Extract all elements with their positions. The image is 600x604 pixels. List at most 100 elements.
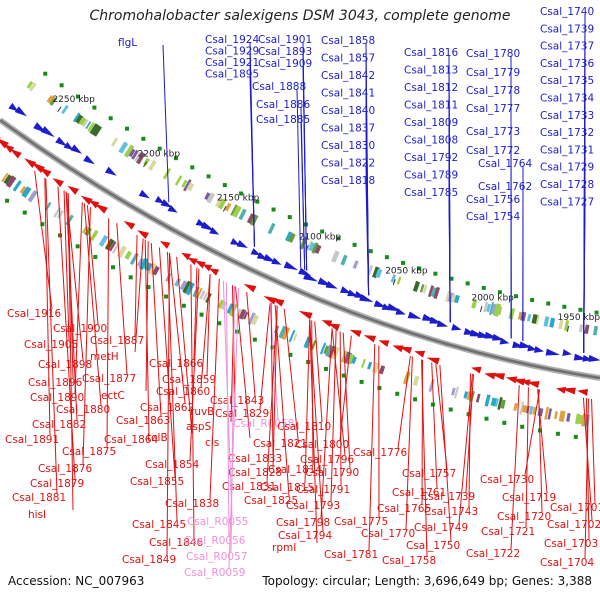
feature-dot bbox=[377, 386, 381, 390]
cog-block-outer bbox=[268, 223, 276, 234]
gene-label-forward: Csal_1756 bbox=[466, 194, 520, 206]
feature-dot bbox=[200, 313, 204, 317]
gene-label-reverse: Csal_1876 bbox=[38, 463, 92, 475]
gene-label-reverse: Csal_1881 bbox=[12, 492, 66, 504]
gene-label-forward: Csal_1779 bbox=[466, 67, 520, 79]
gene-label-forward: Csal_1929 bbox=[205, 46, 259, 58]
label-leader-reverse bbox=[210, 279, 219, 499]
gene-label-reverse: Csal_1896 bbox=[28, 377, 82, 389]
feature-dot bbox=[5, 199, 9, 203]
gene-label-reverse: Csal_1882 bbox=[32, 419, 86, 431]
forward-gene bbox=[70, 144, 82, 153]
gene-label-reverse: cls bbox=[205, 437, 219, 449]
feature-dot bbox=[574, 435, 578, 439]
gene-label-reverse: Csal_R0059 bbox=[184, 567, 245, 579]
label-leader-forward bbox=[163, 45, 169, 202]
feature-dot bbox=[223, 183, 227, 187]
feature-dot bbox=[562, 305, 566, 309]
gene-label-forward: Csal_1754 bbox=[466, 211, 520, 223]
gene-label-forward: Csal_1778 bbox=[466, 85, 520, 97]
forward-gene bbox=[534, 346, 544, 353]
reverse-gene bbox=[427, 358, 440, 365]
gene-label-forward: Csal_1921 bbox=[205, 57, 259, 69]
gene-label-reverse: Csal_1719 bbox=[502, 492, 556, 504]
gene-label-reverse: Csal_1721 bbox=[481, 526, 535, 538]
reverse-gene bbox=[556, 387, 566, 394]
gene-label-reverse: Csal_R0056 bbox=[184, 535, 246, 547]
scale-tick-label: 2100 kbp bbox=[299, 233, 342, 243]
gene-label-reverse: Csal_1750 bbox=[406, 540, 460, 552]
gene-label-forward: Csal_1841 bbox=[321, 88, 375, 100]
feature-dot bbox=[76, 244, 80, 248]
forward-gene bbox=[546, 349, 560, 356]
feature-dot bbox=[530, 298, 534, 302]
reverse-gene bbox=[195, 260, 206, 268]
feature-dot bbox=[520, 425, 524, 429]
cog-block-inner bbox=[413, 376, 420, 386]
feature-dot bbox=[182, 304, 186, 308]
cog-block-inner bbox=[513, 403, 518, 411]
cog-block-outer bbox=[413, 281, 420, 292]
gene-label-reverse: ectC bbox=[101, 390, 125, 402]
cog-block-outer bbox=[508, 308, 515, 320]
scale-tick-label: 1950 kbp bbox=[558, 313, 600, 323]
gene-label-reverse: Csal_1854 bbox=[145, 459, 199, 471]
gene-label-forward: Csal_1727 bbox=[540, 196, 594, 208]
cog-block-outer bbox=[175, 175, 183, 186]
feature-dot bbox=[484, 417, 488, 421]
reverse-gene bbox=[577, 389, 588, 396]
gene-label-forward: Csal_1901 bbox=[258, 34, 312, 46]
forward-gene bbox=[284, 261, 299, 270]
label-leader-reverse bbox=[592, 399, 595, 503]
cog-block-inner bbox=[559, 410, 566, 422]
gene-label-forward: Csal_1818 bbox=[321, 175, 375, 187]
gene-label-forward: Csal_1729 bbox=[540, 162, 594, 174]
reverse-gene bbox=[379, 340, 390, 347]
cog-block-inner bbox=[124, 251, 132, 260]
gene-label-forward: Csal_1895 bbox=[205, 69, 259, 81]
gene-label-reverse: Csal_1838 bbox=[165, 498, 219, 510]
feature-dot bbox=[433, 272, 437, 276]
cog-block-inner bbox=[361, 359, 366, 368]
scale-tick-label: 2050 kbp bbox=[385, 267, 428, 277]
reverse-gene bbox=[328, 323, 341, 331]
scale-tick-label: 2250 kbp bbox=[52, 95, 95, 105]
forward-gene bbox=[588, 355, 600, 362]
cog-block-inner bbox=[484, 394, 490, 406]
gene-label-reverse: Csal_1739 bbox=[421, 491, 475, 503]
forward-gene bbox=[83, 155, 95, 164]
gene-label-reverse: Csal_1702 bbox=[547, 519, 600, 531]
feature-dot bbox=[93, 255, 97, 259]
gene-label-forward: Csal_1736 bbox=[540, 58, 594, 70]
gene-label-forward: Csal_1792 bbox=[404, 152, 458, 164]
gene-label-forward: Csal_1734 bbox=[540, 93, 594, 105]
cog-block-inner bbox=[13, 180, 22, 191]
reverse-gene bbox=[94, 204, 107, 214]
gene-label-reverse: Csal_1704 bbox=[540, 557, 594, 569]
gene-label-forward: Csal_1857 bbox=[321, 53, 375, 65]
reverse-gene bbox=[52, 178, 63, 187]
gene-label-reverse: Csal_R0057 bbox=[186, 551, 247, 563]
gene-label-reverse: Csal_1793 bbox=[286, 500, 340, 512]
gene-label-forward: Csal_1739 bbox=[540, 23, 594, 35]
cog-block-inner bbox=[476, 394, 481, 403]
gene-label-reverse: Csal_1701 bbox=[550, 502, 600, 514]
gene-label-reverse: Csal_1781 bbox=[324, 549, 378, 561]
cog-block-outer bbox=[549, 318, 555, 328]
gene-label-reverse: Csal_1776 bbox=[353, 447, 407, 459]
forward-gene bbox=[451, 324, 461, 331]
gene-label-reverse: ruvB bbox=[190, 406, 214, 418]
gene-label-reverse: Csal_1743 bbox=[424, 506, 478, 518]
gene-label-reverse: aspS bbox=[186, 421, 212, 433]
reverse-gene bbox=[471, 367, 481, 374]
gene-label-reverse: Csal_1875 bbox=[62, 446, 116, 458]
cog-block-inner bbox=[554, 411, 558, 419]
cog-block-outer bbox=[331, 250, 340, 262]
gene-label-forward: Csal_1728 bbox=[540, 179, 594, 191]
cog-block-inner bbox=[90, 230, 99, 241]
gene-label-reverse: rpmI bbox=[272, 542, 296, 554]
gene-label-forward: Csal_1808 bbox=[404, 135, 458, 147]
scale-tick bbox=[58, 107, 61, 112]
